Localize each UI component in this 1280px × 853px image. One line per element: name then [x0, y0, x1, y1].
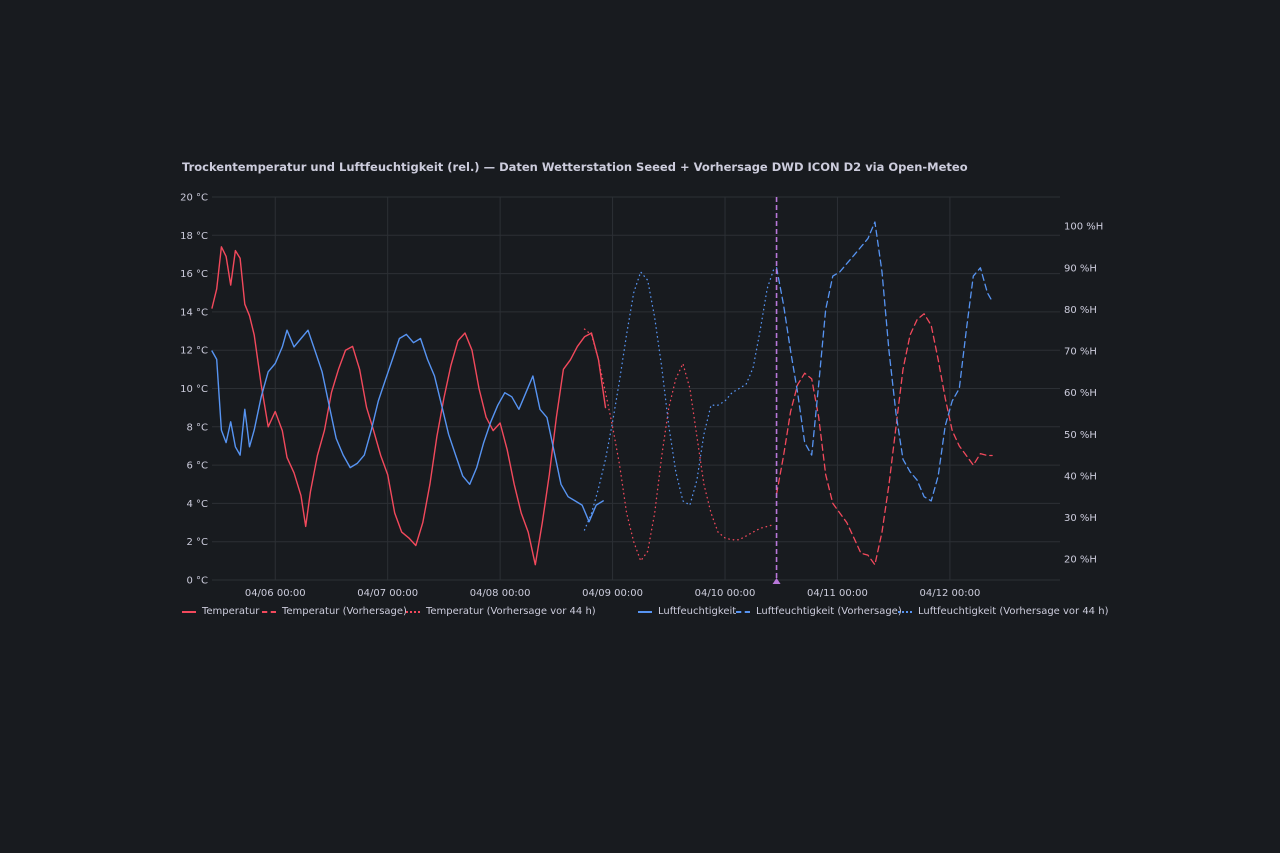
- legend-item-temperatur-vorhersage[interactable]: Temperatur (Vorhersage): [262, 606, 407, 617]
- grid: [212, 196, 1060, 581]
- legend-swatch-dashed-red: [262, 610, 276, 613]
- legend-label: Luftfeuchtigkeit (Vorhersage vor 44 h): [918, 606, 1109, 617]
- series-line-5: [583, 267, 775, 531]
- y-right-tick-label: 80 %H: [1064, 305, 1097, 316]
- legend-item-luftfeuchtigkeit[interactable]: Luftfeuchtigkeit: [638, 606, 736, 617]
- now-marker-triangle: [772, 578, 781, 584]
- legend-label: Temperatur (Vorhersage): [282, 606, 407, 617]
- y-left-tick-label: 0 °C: [186, 576, 208, 587]
- y-left-tick-label: 8 °C: [186, 422, 208, 433]
- y-left-tick-label: 18 °C: [180, 231, 208, 242]
- legend-swatch-solid-red: [182, 610, 196, 613]
- legend-swatch-dotted-red: [406, 610, 420, 613]
- legend-label: Luftfeuchtigkeit: [658, 606, 737, 617]
- x-tick-label: 04/08 00:00: [470, 588, 531, 599]
- y-right-tick-label: 20 %H: [1064, 555, 1097, 566]
- chart-panel: Trockentemperatur und Luftfeuchtigkeit (…: [172, 150, 1112, 630]
- y-right-tick-label: 60 %H: [1064, 388, 1097, 399]
- x-tick-label: 04/11 00:00: [807, 588, 868, 599]
- x-axis: 04/06 00:00 04/07 00:00 04/08 00:00 04/09 0…: [245, 588, 980, 599]
- panel-title: Trockentemperatur und Luftfeuchtigkeit (…: [182, 160, 968, 174]
- series-layer: [211, 221, 993, 566]
- legend-swatch-dashed-blue: [736, 610, 750, 613]
- legend-item-luftfeuchtigkeit-vorhersage[interactable]: Luftfeuchtigkeit (Vorhersage): [736, 606, 902, 617]
- y-left-tick-label: 14 °C: [180, 307, 208, 318]
- y-left-tick-label: 12 °C: [180, 346, 208, 357]
- legend-item-temperatur-vorhersage-44h[interactable]: Temperatur (Vorhersage vor 44 h): [406, 606, 596, 617]
- y-right-tick-label: 40 %H: [1064, 471, 1097, 482]
- y-left-tick-label: 16 °C: [180, 269, 208, 280]
- legend-item-luftfeuchtigkeit-vorhersage-44h[interactable]: Luftfeuchtigkeit (Vorhersage vor 44 h): [898, 606, 1108, 617]
- legend-label: Temperatur (Vorhersage vor 44 h): [426, 606, 596, 617]
- y-axis-left: 0 °C 2 °C 4 °C 6 °C 8 °C 10 °C 12 °C 14 °C 16 °C…: [180, 193, 208, 587]
- x-tick-label: 04/10 00:00: [695, 588, 756, 599]
- series-line-1: [775, 313, 993, 566]
- x-tick-label: 04/07 00:00: [357, 588, 418, 599]
- y-right-tick-label: 50 %H: [1064, 430, 1097, 441]
- series-line-3: [211, 329, 604, 523]
- legend-item-temperatur[interactable]: Temperatur: [182, 606, 259, 617]
- now-marker-layer: [772, 197, 781, 584]
- y-right-tick-label: 100 %H: [1064, 222, 1103, 233]
- y-left-tick-label: 4 °C: [186, 499, 208, 510]
- y-left-tick-label: 20 °C: [180, 193, 208, 204]
- series-line-2: [583, 328, 775, 562]
- y-left-tick-label: 2 °C: [186, 537, 208, 548]
- y-left-tick-label: 10 °C: [180, 384, 208, 395]
- x-tick-label: 04/09 00:00: [582, 588, 643, 599]
- series-line-0: [211, 246, 607, 566]
- legend: Temperatur Temperatur (Vorhersage) Tempe…: [182, 606, 1108, 622]
- y-right-tick-label: 30 %H: [1064, 513, 1097, 524]
- x-tick-label: 04/06 00:00: [245, 588, 306, 599]
- chart-svg[interactable]: 0 °C 2 °C 4 °C 6 °C 8 °C 10 °C 12 °C 14 °C 16 °C…: [172, 150, 1112, 600]
- y-left-tick-label: 6 °C: [186, 461, 208, 472]
- series-line-4: [775, 221, 993, 502]
- legend-swatch-dotted-blue: [898, 610, 912, 613]
- legend-label: Temperatur: [202, 606, 260, 617]
- x-tick-label: 04/12 00:00: [919, 588, 980, 599]
- legend-swatch-solid-blue: [638, 610, 652, 613]
- legend-label: Luftfeuchtigkeit (Vorhersage): [756, 606, 902, 617]
- y-axis-right: 20 %H 30 %H 40 %H 50 %H 60 %H 70 %H 80 %H 90 %H…: [1064, 222, 1103, 566]
- y-right-tick-label: 70 %H: [1064, 347, 1097, 358]
- y-right-tick-label: 90 %H: [1064, 263, 1097, 274]
